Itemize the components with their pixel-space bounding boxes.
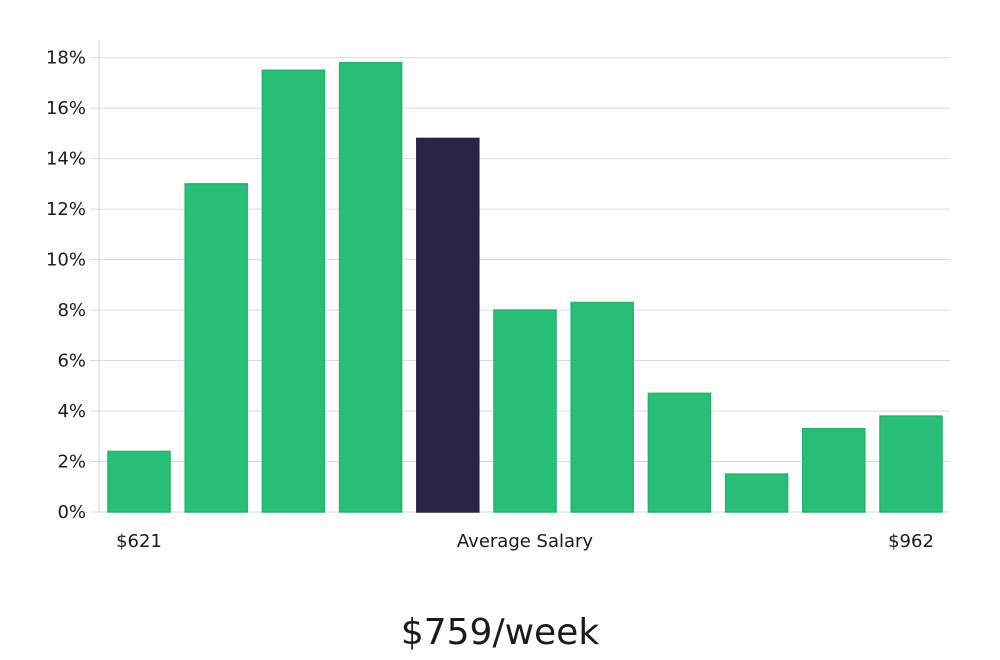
bar — [261, 69, 326, 513]
y-tick-label: 14% — [46, 149, 86, 170]
y-tick-label: 12% — [46, 199, 86, 220]
bar — [338, 61, 403, 513]
y-tick-label: 0% — [57, 502, 86, 523]
bar-average-salary — [416, 137, 480, 513]
bar — [724, 473, 789, 513]
bar — [570, 301, 634, 513]
y-tick-label: 16% — [46, 98, 86, 119]
y-axis-ticks: 0% 2% 4% 6% 8% 10% 12% 14% 16% 18% — [46, 48, 86, 523]
y-tick-label: 18% — [46, 48, 86, 69]
y-tick-label: 8% — [57, 300, 86, 321]
y-tick-label: 6% — [57, 351, 86, 372]
y-tick-label: 4% — [57, 401, 86, 422]
y-tick-label: 2% — [57, 452, 86, 473]
y-tick-label: 10% — [46, 250, 86, 271]
salary-histogram: 0% 2% 4% 6% 8% 10% 12% 14% 16% 18% $621 Average S… — [46, 40, 950, 552]
bars — [107, 61, 943, 513]
x-label-min: $621 — [116, 531, 162, 552]
bar — [107, 450, 171, 513]
x-label-max: $962 — [888, 531, 934, 552]
bar — [802, 427, 866, 513]
bar — [879, 415, 943, 513]
bar — [184, 183, 248, 513]
bar — [647, 392, 712, 513]
bar — [493, 309, 557, 513]
x-label-center: Average Salary — [457, 531, 594, 552]
weekly-salary-caption: $759/week — [400, 612, 600, 653]
